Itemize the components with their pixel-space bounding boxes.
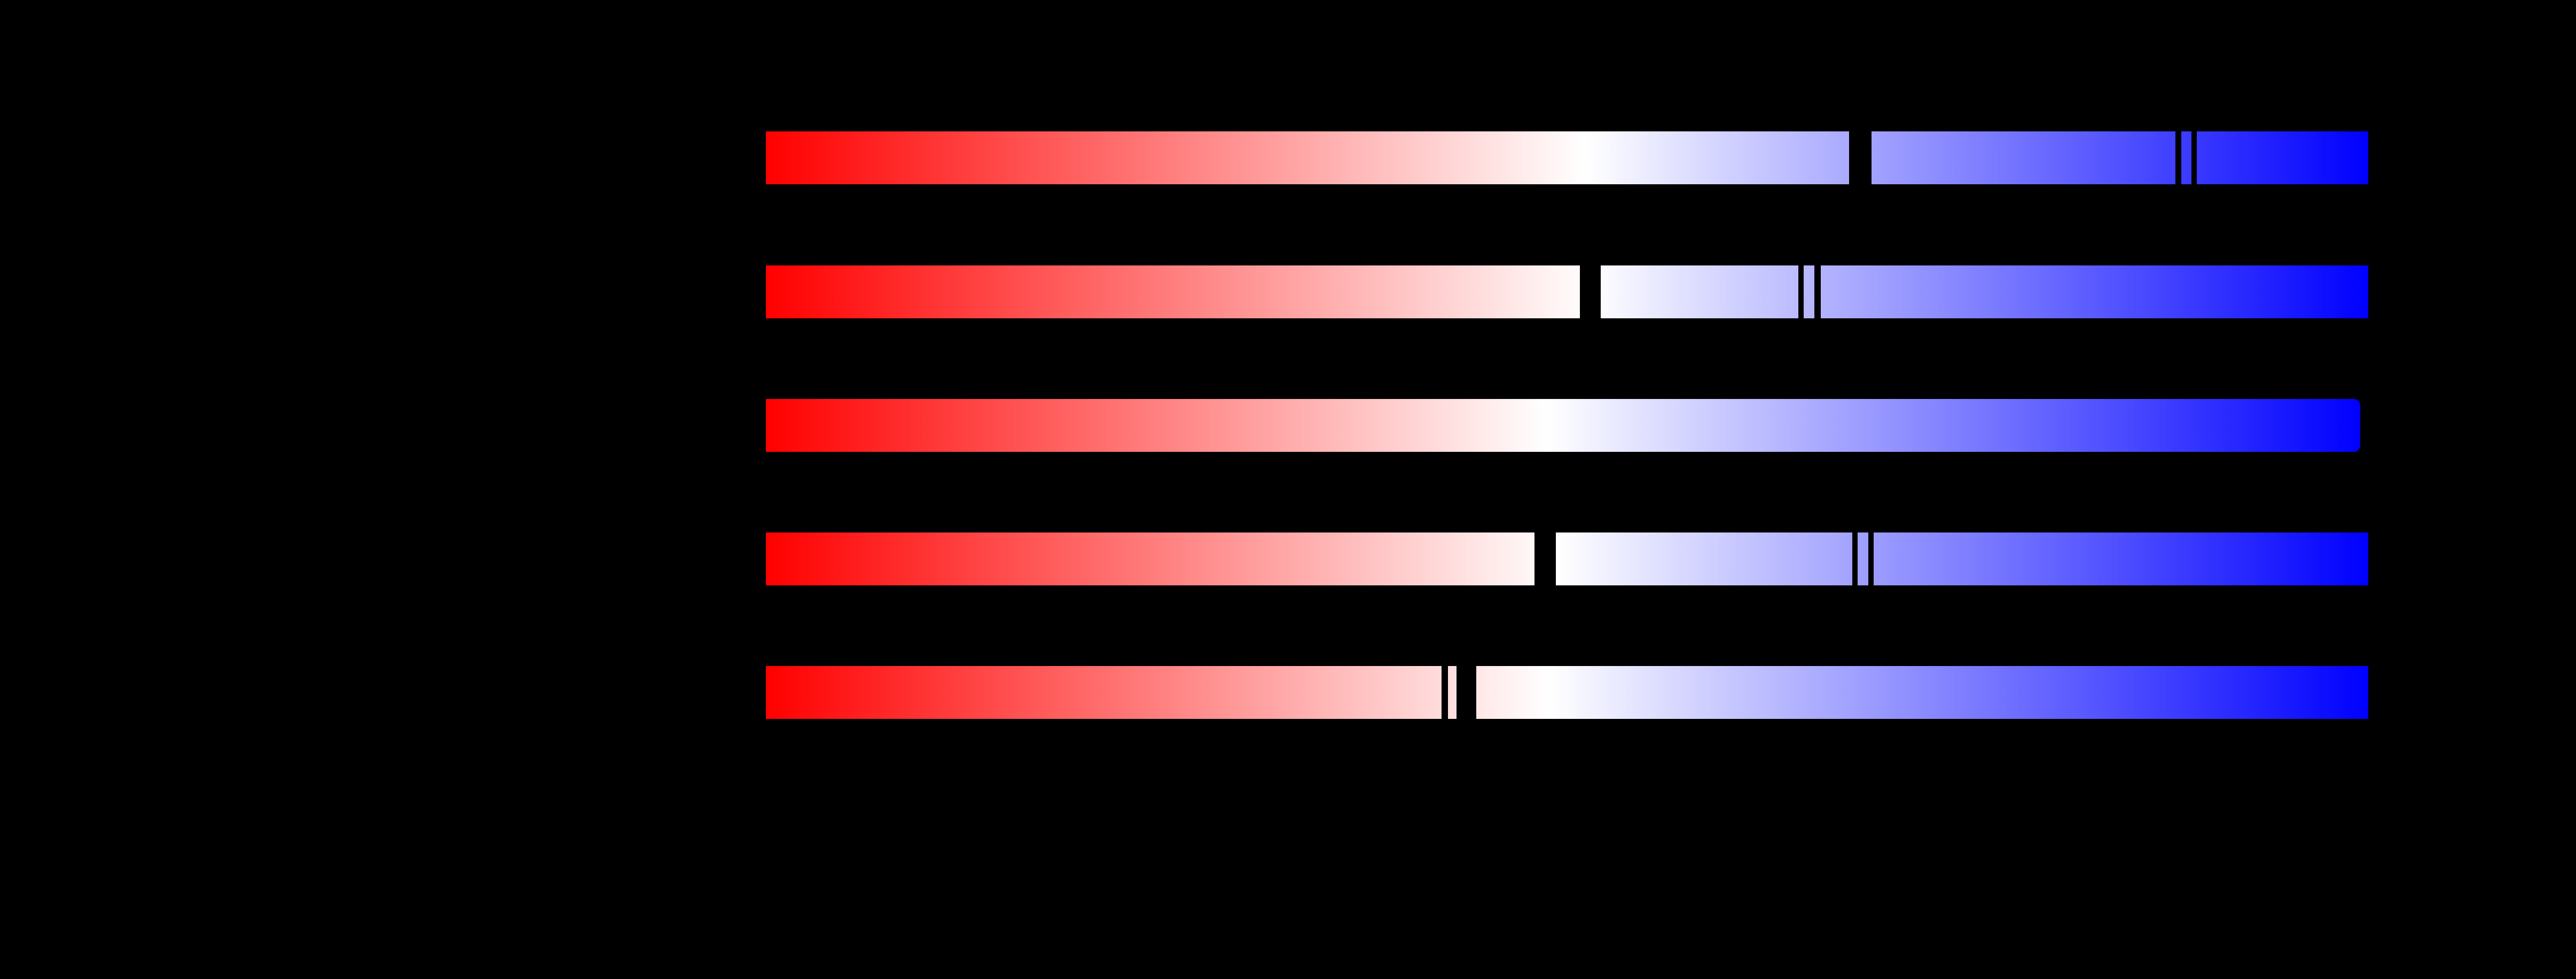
bar-tick-mark xyxy=(2175,131,2181,184)
bar-tick-mark xyxy=(1852,532,1858,585)
gradient-bar-row-3 xyxy=(766,399,2360,452)
bar-gap-mark xyxy=(1534,532,1556,585)
bar-tick-mark xyxy=(1442,666,1448,719)
gradient-bar-row-5 xyxy=(766,666,2368,719)
gradient-bar-row-4 xyxy=(766,532,2368,585)
bar-tick-mark xyxy=(1868,532,1874,585)
bar-gap-mark xyxy=(1580,265,1601,318)
bar-gap-mark xyxy=(1849,131,1872,184)
gradient-bar-row-2 xyxy=(766,265,2368,318)
bar-tick-mark xyxy=(1814,265,1821,318)
bar-tick-mark xyxy=(2191,131,2197,184)
gradient-bar-row-1 xyxy=(766,131,2368,184)
bar-gap-mark xyxy=(1456,666,1476,719)
bar-tick-mark xyxy=(1798,265,1804,318)
